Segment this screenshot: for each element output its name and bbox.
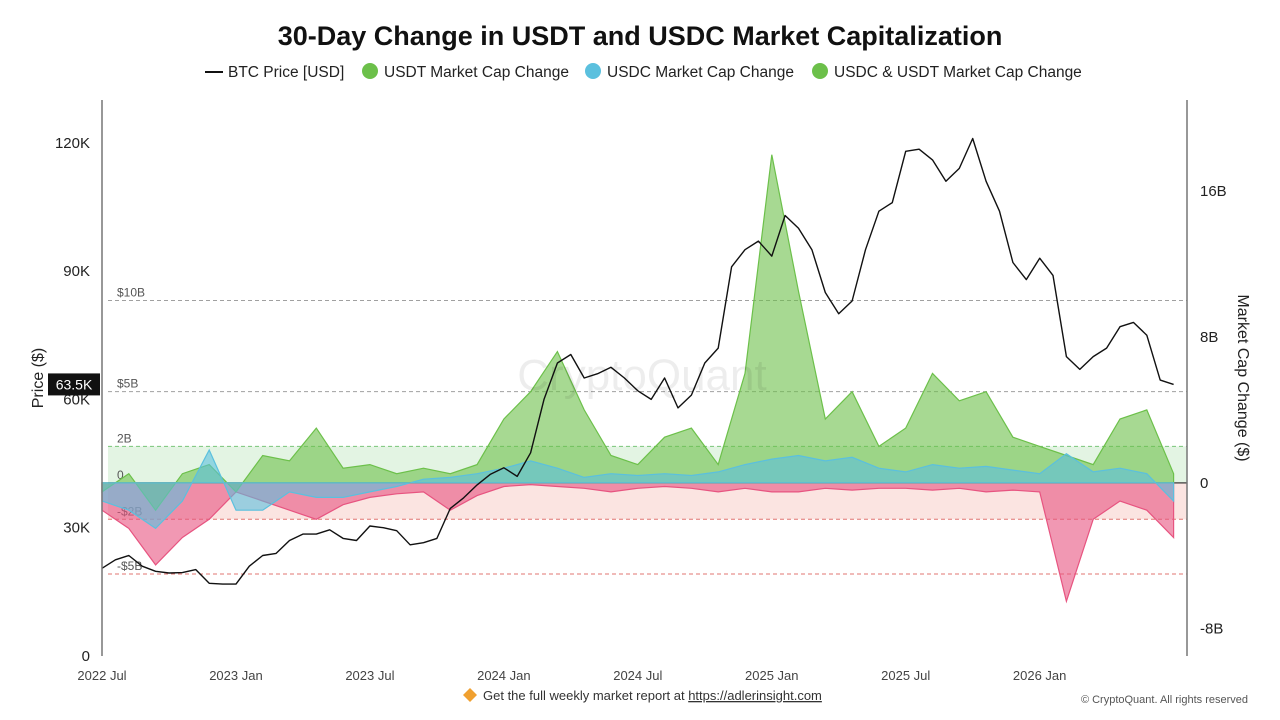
area-usdc-market-cap-change	[101, 448, 1175, 530]
diamond-icon	[463, 688, 477, 702]
x-tick-label: 2023 Jan	[209, 668, 263, 683]
y-left-tick-label: 90K	[63, 263, 90, 280]
reference-label-3: 0	[117, 468, 124, 482]
reference-label-0: $10B	[117, 286, 145, 300]
current-price-label: 63.5K	[56, 376, 93, 392]
footer-prefix: Get the full weekly market report at	[483, 688, 688, 703]
footer-link[interactable]: https://adlerinsight.com	[688, 688, 822, 703]
footer: Get the full weekly market report at htt…	[463, 688, 1248, 706]
legend-label-0: BTC Price [USD]	[228, 64, 344, 81]
x-tick-label: 2024 Jan	[477, 668, 531, 683]
reference-label-5: -$5B	[117, 559, 142, 573]
current-price-badge	[48, 373, 100, 396]
x-tick-label: 2023 Jul	[345, 668, 394, 683]
legend-label-2: USDC Market Cap Change	[607, 64, 794, 81]
legend-label-1: USDT Market Cap Change	[384, 64, 569, 81]
legend-dot-marker	[585, 63, 601, 79]
y-right-tick-label: 16B	[1200, 183, 1227, 200]
x-tick-label: 2025 Jan	[745, 668, 799, 683]
legend: BTC Price [USD] USDT Market Cap Change USD…	[205, 63, 1082, 81]
x-tick-label: 2022 Jul	[77, 668, 126, 683]
y-left-tick-label: 120K	[55, 135, 90, 152]
reference-label-2: 2B	[117, 431, 132, 445]
y-left-tick-label: 30K	[63, 520, 90, 537]
axes: 0 30K 60K 90K 120K -8B 0 8B 16B 2022 Jul 2023 Jan 2…	[30, 100, 1251, 683]
copyright: © CryptoQuant. All rights reserved	[1081, 694, 1248, 706]
y-right-tick-label: -8B	[1200, 621, 1223, 638]
y-right-axis-title: Market Cap Change ($)	[1234, 294, 1251, 461]
y-right-tick-label: 8B	[1200, 329, 1218, 346]
watermark: CryptoQuant	[517, 351, 766, 400]
legend-dot-marker	[362, 63, 378, 79]
x-tick-label: 2026 Jan	[1013, 668, 1067, 683]
btc-price-line	[101, 137, 1174, 585]
y-left-tick-label: 0	[82, 648, 90, 665]
y-left-tick-label: 60K	[63, 391, 90, 408]
x-tick-label: 2024 Jul	[613, 668, 662, 683]
reference-label-1: $5B	[117, 377, 138, 391]
y-right-tick-label: 0	[1200, 475, 1208, 492]
chart-title: 30-Day Change in USDT and USDC Market Ca…	[278, 21, 1003, 51]
footer-text: Get the full weekly market report at htt…	[483, 688, 822, 703]
y-left-axis-title: Price ($)	[30, 348, 47, 408]
legend-label-3: USDC & USDT Market Cap Change	[834, 64, 1082, 81]
x-tick-label: 2025 Jul	[881, 668, 930, 683]
legend-dot-marker	[812, 63, 828, 79]
